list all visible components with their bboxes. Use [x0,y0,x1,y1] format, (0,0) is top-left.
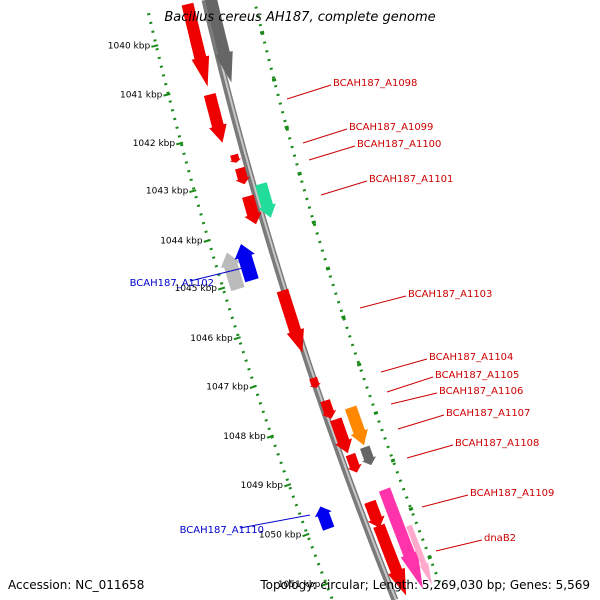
ruler-tick [266,434,274,439]
ruler-tick [203,238,211,243]
gene-label: BCAH187_A1107 [446,408,530,419]
ruler-tick-outer [325,266,331,271]
ruler-tick-label: 1050 kbp [259,530,302,540]
ruler-outer [252,0,441,583]
ruler-tick [233,336,241,341]
ruler-tick-outer [297,171,302,176]
gene-label: BCAH187_A1099 [349,122,433,133]
ruler-tick [249,384,257,389]
gene-callout-line [380,358,428,373]
gene-layer [181,0,433,596]
ruler-tick-outer [408,506,414,512]
ruler-tick-outer [373,410,379,416]
gene-label: BCAH187_A1098 [333,78,417,89]
gene-arrow [360,445,376,466]
gene-arrow [205,0,233,83]
gene-arrow [255,182,276,218]
gene-label: BCAH187_A1102 [130,278,214,289]
ruler-tick-label: 1042 kbp [133,139,176,149]
gene-label: BCAH187_A1108 [455,438,539,449]
gene-callout-line [359,295,407,309]
gene-callout-line [435,539,483,552]
gene-arrow [181,2,210,87]
genome-summary-text: Topology: circular; Length: 5,269,030 bp… [260,578,590,592]
gene-arrow [276,288,304,353]
ruler-tick [176,141,184,146]
ruler-tick [321,582,329,587]
gene-label: BCAH187_A1104 [429,352,513,363]
gene-arrow [235,166,250,185]
gene-arrow [345,405,368,446]
gene-arrow [364,499,385,528]
ruler-tick [189,189,197,194]
gene-callout-line [390,392,438,405]
ruler-tick-label: 1051 kbp [278,580,321,590]
gene-arrow [229,153,242,163]
gene-arrow [406,524,433,586]
gene-arrow [330,417,352,454]
gene-label: dnaB2 [484,533,516,544]
gene-label: BCAH187_A1100 [357,139,441,150]
ruler-tick-label: 1048 kbp [223,432,266,442]
gene-label: BCAH187_A1101 [369,174,453,185]
ruler-tick [302,532,310,538]
ruler-tick-label: 1040 kbp [108,42,151,52]
ruler-tick-outer [390,458,396,463]
map-title: Bacillus cereus AH187, complete genome [164,10,436,25]
ruler-tick-outer [271,78,277,82]
gene-arrow [314,506,335,531]
ruler-inner [147,12,335,600]
gene-callout-line [302,128,348,144]
gene-callout-line [406,444,454,459]
ruler-tick-outer [311,220,317,225]
gene-arrow [320,399,337,419]
ruler-layer: 1040 kbp 1041 kbp 1042 kbp 1043 kbp 1044 kbp… [108,0,441,600]
ruler-tick-outer [284,125,290,130]
callout-layer: BCAH187_A1098 BCAH187_A1099 BCAH187_A1100 B… [130,78,554,552]
gene-callout-line [320,180,368,196]
gene-arrow [345,452,362,473]
ruler-tick [217,286,226,291]
gene-label: BCAH187_A1110 [180,525,264,536]
ruler-tick-label: 1044 kbp [160,236,203,246]
gene-callout-line [286,84,332,100]
ruler-tick [283,483,292,488]
ruler-tick-label: 1047 kbp [206,383,249,393]
backbone-line [201,0,399,600]
gene-callout-line [386,376,434,393]
gene-arrow [242,194,262,225]
gene-arrow [378,487,423,589]
gene-arrow [309,376,321,388]
ruler-tick [163,92,171,97]
ruler-tick-outer [259,30,265,35]
gene-callout-line [239,514,311,529]
ruler-tick-label: 1043 kbp [146,187,189,197]
gene-label: BCAH187_A1109 [470,488,554,499]
ruler-tick-outer [427,555,433,560]
ruler-tick-label: 1041 kbp [120,90,163,100]
gene-arrow [234,244,259,283]
gene-arrow [203,93,227,143]
gene-callout-line [397,414,445,430]
ruler-tick-outer [341,315,346,320]
gene-arrow [220,252,245,292]
gene-callout-line [421,494,469,508]
ruler-tick-label: 1046 kbp [190,334,233,344]
gene-label: BCAH187_A1106 [439,386,523,397]
gene-callout-line [189,267,244,282]
ruler-tick [151,44,159,48]
gene-label: BCAH187_A1105 [435,370,519,381]
ruler-tick-label: 1045 kbp [175,284,218,294]
gene-arrow [373,523,407,596]
ruler-tick-outer [356,362,362,367]
accession-text: Accession: NC_011658 [8,578,145,592]
ruler-tick-label: 1049 kbp [241,481,284,491]
gene-callout-line [308,145,356,161]
gene-label: BCAH187_A1103 [408,289,492,300]
